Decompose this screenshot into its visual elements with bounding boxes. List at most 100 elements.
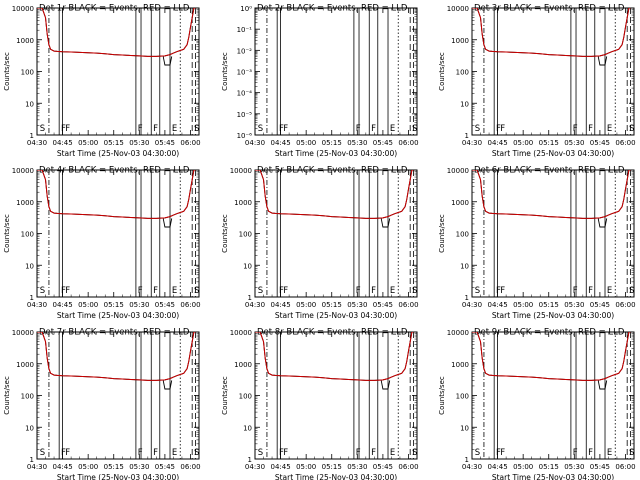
event-letter: F xyxy=(573,448,578,458)
y-tick-label: 10⁻⁴ xyxy=(237,90,253,98)
event-letter: S xyxy=(194,286,199,296)
y-tick-label: 1000 xyxy=(234,361,252,369)
x-tick-label: 04:45 xyxy=(52,139,72,147)
x-tick-label: 04:45 xyxy=(487,463,507,471)
series-lld-line xyxy=(37,8,196,57)
event-letter: F xyxy=(65,448,70,458)
event-letter: E xyxy=(390,124,395,134)
x-axis-label: Start Time (25-Nov-03 04:30:00) xyxy=(275,473,397,480)
y-tick-label: 10⁻⁵ xyxy=(237,111,253,119)
x-tick-label: 05:45 xyxy=(590,463,610,471)
x-tick-label: 05:30 xyxy=(564,301,584,309)
event-letter: S xyxy=(629,124,634,134)
x-tick-label: 05:30 xyxy=(129,463,149,471)
x-axis-label: Start Time (25-Nov-03 04:30:00) xyxy=(492,473,614,480)
x-tick-label: 04:30 xyxy=(462,463,482,471)
x-tick-label: 04:30 xyxy=(245,463,265,471)
event-letter: F xyxy=(61,124,66,134)
event-letter: F xyxy=(371,124,376,134)
event-letter: F xyxy=(573,286,578,296)
event-letter: S xyxy=(475,286,480,296)
panel-det-3: Det 3r BLACK = Events, RED = LLD11010010… xyxy=(438,4,636,159)
x-tick-label: 05:45 xyxy=(155,139,175,147)
series-lld-line xyxy=(255,332,414,381)
event-letter: F xyxy=(500,286,505,296)
y-tick-label: 1000 xyxy=(16,37,34,45)
event-letter: F xyxy=(573,124,578,134)
event-letter: S xyxy=(412,286,417,296)
data-dip xyxy=(162,56,173,66)
event-letter: F xyxy=(356,124,361,134)
event-letter: F xyxy=(496,286,501,296)
event-letter: S xyxy=(194,124,199,134)
y-tick-label: 100 xyxy=(21,393,34,401)
event-letter: F xyxy=(153,286,158,296)
x-tick-label: 05:30 xyxy=(129,301,149,309)
x-axis-label: Start Time (25-Nov-03 04:30:00) xyxy=(275,311,397,320)
plot-frame xyxy=(36,331,200,460)
event-letter: F xyxy=(65,124,70,134)
y-tick-label: 10000 xyxy=(230,329,252,337)
y-tick-label: 10000 xyxy=(447,5,469,13)
y-axis-label: Counts/sec xyxy=(3,52,11,91)
event-letter: F xyxy=(500,124,505,134)
x-tick-label: 04:45 xyxy=(270,463,290,471)
x-tick-label: 05:45 xyxy=(590,139,610,147)
x-tick-label: 05:00 xyxy=(296,463,316,471)
x-tick-label: 05:15 xyxy=(104,301,124,309)
y-tick-label: 100 xyxy=(21,69,34,77)
y-axis-label: Counts/sec xyxy=(438,52,446,91)
event-letter: F xyxy=(371,286,376,296)
panel-det-4: Det 4r BLACK = Events, RED = LLD11010010… xyxy=(3,166,201,321)
y-tick-label: 10000 xyxy=(230,167,252,175)
x-axis-label: Start Time (25-Nov-03 04:30:00) xyxy=(57,311,179,320)
event-letter: E xyxy=(172,448,177,458)
y-tick-label: 1 xyxy=(248,294,252,302)
event-letter: E xyxy=(607,124,612,134)
x-tick-label: 05:00 xyxy=(513,301,533,309)
y-tick-label: 1 xyxy=(30,456,34,464)
panel-det-9: Det 9r BLACK = Events, RED = LLD11010010… xyxy=(438,328,636,480)
x-tick-label: 05:15 xyxy=(104,463,124,471)
y-tick-label: 1 xyxy=(465,132,469,140)
panel-det-6: Det 6r BLACK = Events, RED = LLD11010010… xyxy=(438,166,636,321)
y-tick-label: 1000 xyxy=(451,199,469,207)
series-events-line xyxy=(255,170,414,219)
series-lld-line xyxy=(472,170,631,219)
event-letter: F xyxy=(496,448,501,458)
y-tick-label: 1 xyxy=(465,294,469,302)
series-lld-line xyxy=(37,332,196,381)
event-letter: S xyxy=(475,124,480,134)
event-letter: F xyxy=(283,286,288,296)
x-tick-label: 05:00 xyxy=(513,139,533,147)
x-tick-label: 05:45 xyxy=(373,139,393,147)
y-tick-label: 1000 xyxy=(234,199,252,207)
y-tick-label: 1 xyxy=(30,294,34,302)
data-dip xyxy=(597,56,608,66)
x-tick-label: 05:00 xyxy=(296,139,316,147)
y-tick-label: 1000 xyxy=(16,361,34,369)
x-tick-label: 04:30 xyxy=(27,463,47,471)
y-axis-label: Counts/sec xyxy=(438,214,446,253)
data-dip xyxy=(380,380,391,390)
x-tick-label: 05:30 xyxy=(347,139,367,147)
y-tick-label: 10 xyxy=(460,100,469,108)
event-letter: F xyxy=(153,124,158,134)
y-tick-label: 10⁰ xyxy=(240,5,252,13)
x-tick-label: 05:30 xyxy=(129,139,149,147)
event-letter: F xyxy=(61,448,66,458)
event-letter: F xyxy=(61,286,66,296)
x-tick-label: 06:00 xyxy=(180,463,200,471)
x-tick-label: 05:30 xyxy=(564,139,584,147)
y-axis-label: Counts/sec xyxy=(221,376,229,415)
event-letter: F xyxy=(283,124,288,134)
event-letter: E xyxy=(172,286,177,296)
event-letter: E xyxy=(390,448,395,458)
x-tick-label: 05:15 xyxy=(539,301,559,309)
y-tick-label: 1 xyxy=(248,456,252,464)
event-letter: S xyxy=(258,286,263,296)
event-letter: S xyxy=(258,124,263,134)
event-letter: E xyxy=(607,448,612,458)
x-axis-label: Start Time (25-Nov-03 04:30:00) xyxy=(57,149,179,158)
x-tick-label: 05:15 xyxy=(539,139,559,147)
